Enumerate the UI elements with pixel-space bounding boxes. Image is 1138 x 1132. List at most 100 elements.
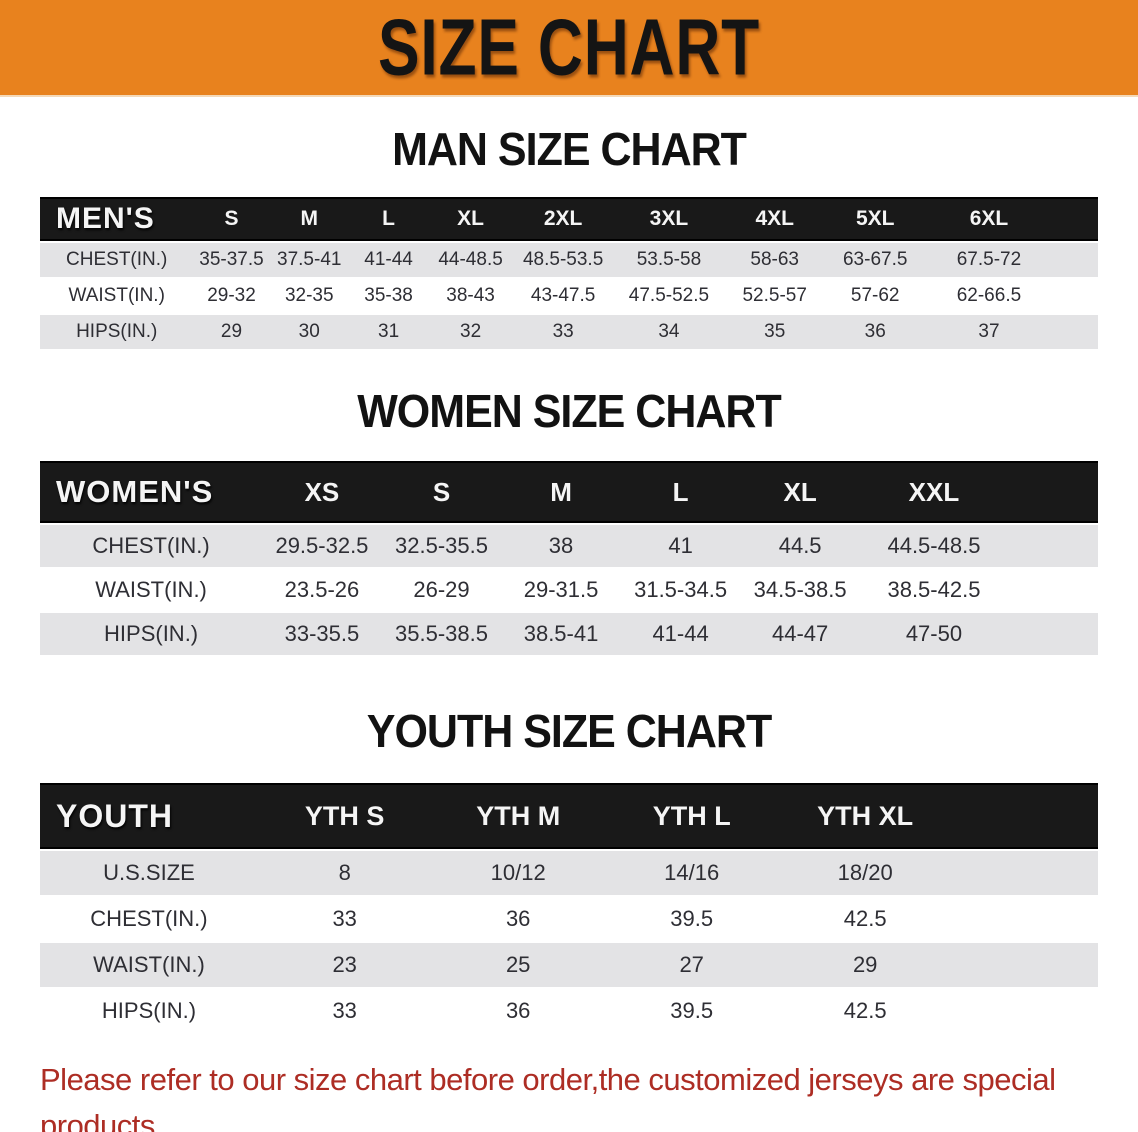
size-value-cell: 23 (257, 943, 432, 987)
size-value-cell: 33-35.5 (262, 613, 382, 655)
size-value-cell: 57-62 (824, 279, 926, 313)
measure-row-label: U.S.SIZE (40, 851, 258, 895)
size-value-cell: 47-50 (859, 613, 1009, 655)
size-value-cell: 39.5 (604, 897, 779, 941)
youth-size-table: YOUTH YTH S YTH M YTH L YTH XL U.S.SIZE 8 10/12… (40, 781, 1098, 1035)
table-row: WAIST(IN.) 29-32 32-35 35-38 38-43 43-47.5 47.… (40, 279, 1098, 313)
size-value-cell: 48.5-53.5 (512, 243, 614, 277)
size-value-cell: 43-47.5 (512, 279, 614, 313)
size-column-header: 4XL (724, 197, 825, 241)
spacer-cell (951, 897, 1098, 941)
size-value-cell: 58-63 (724, 243, 825, 277)
table-row: HIPS(IN.) 29 30 31 32 33 34 35 36 37 (40, 315, 1098, 349)
size-value-cell: 10/12 (431, 851, 605, 895)
size-value-cell: 32 (428, 315, 513, 349)
size-value-cell: 62-66.5 (925, 279, 1053, 313)
table-row: CHEST(IN.) 29.5-32.5 32.5-35.5 38 41 44.5 44.5… (40, 525, 1098, 567)
table-row: HIPS(IN.) 33-35.5 35.5-38.5 38.5-41 41-44 44-… (40, 613, 1098, 655)
size-value-cell: 38-43 (428, 279, 513, 313)
spacer-cell (1052, 243, 1098, 277)
size-value-cell: 32.5-35.5 (381, 525, 502, 567)
size-value-cell: 31.5-34.5 (620, 569, 741, 611)
spacer-cell (1052, 197, 1098, 241)
size-value-cell: 34 (613, 315, 725, 349)
size-column-header: 6XL (925, 197, 1053, 241)
size-value-cell: 27 (604, 943, 779, 987)
size-value-cell: 29.5-32.5 (262, 525, 382, 567)
table-corner-label: MEN'S (40, 197, 194, 241)
disclaimer-line-1: Please refer to our size chart before or… (40, 1062, 1056, 1132)
size-value-cell: 26-29 (381, 569, 502, 611)
spacer-cell (1052, 315, 1098, 349)
size-value-cell: 35 (724, 315, 825, 349)
spacer-cell (951, 783, 1098, 849)
size-value-cell: 42.5 (778, 989, 952, 1033)
women-table: WOMEN'S XS S M L XL XXL CHEST(IN.) 29.5-32.5 32.5… (40, 459, 1098, 657)
size-column-header: 3XL (613, 197, 725, 241)
size-value-cell: 39.5 (604, 989, 779, 1033)
size-value-cell: 42.5 (778, 897, 952, 941)
spacer-cell (951, 851, 1098, 895)
size-value-cell: 38.5-41 (501, 613, 621, 655)
spacer-cell (951, 989, 1098, 1033)
size-value-cell: 29 (778, 943, 952, 987)
men-table: MEN'S S M L XL 2XL 3XL 4XL 5XL 6XL CHEST(IN.) 35-37… (40, 195, 1098, 351)
size-value-cell: 38.5-42.5 (859, 569, 1009, 611)
size-value-cell: 29-32 (193, 279, 270, 313)
size-column-header: M (501, 461, 621, 523)
spacer-cell (1008, 525, 1098, 567)
size-value-cell: 44.5-48.5 (859, 525, 1009, 567)
size-value-cell: 35.5-38.5 (381, 613, 502, 655)
size-column-header: XXL (859, 461, 1009, 523)
size-value-cell: 25 (431, 943, 605, 987)
spacer-cell (1008, 613, 1098, 655)
size-value-cell: 37 (925, 315, 1053, 349)
table-row: WAIST(IN.) 23 25 27 29 (40, 943, 1098, 987)
size-column-header: XL (428, 197, 513, 241)
mens-size-table: MEN'S S M L XL 2XL 3XL 4XL 5XL 6XL CHEST(IN.) 35-37… (40, 195, 1098, 351)
measure-row-label: WAIST(IN.) (40, 569, 263, 611)
spacer-cell (1008, 461, 1098, 523)
banner-title: SIZE CHART (377, 2, 761, 92)
measure-row-label: HIPS(IN.) (40, 315, 194, 349)
measure-row-label: CHEST(IN.) (40, 525, 263, 567)
size-column-header: 5XL (824, 197, 926, 241)
header-row: WOMEN'S XS S M L XL XXL (40, 461, 1098, 523)
size-value-cell: 44-48.5 (428, 243, 513, 277)
size-value-cell: 29-31.5 (501, 569, 621, 611)
table-row: WAIST(IN.) 23.5-26 26-29 29-31.5 31.5-34.5 34… (40, 569, 1098, 611)
size-value-cell: 30 (269, 315, 349, 349)
header-row: YOUTH YTH S YTH M YTH L YTH XL (40, 783, 1098, 849)
size-value-cell: 63-67.5 (824, 243, 926, 277)
size-value-cell: 18/20 (778, 851, 952, 895)
size-value-cell: 33 (512, 315, 614, 349)
spacer-cell (1052, 279, 1098, 313)
measure-row-label: HIPS(IN.) (40, 613, 263, 655)
size-value-cell: 41-44 (348, 243, 429, 277)
measure-row-label: WAIST(IN.) (40, 279, 194, 313)
size-value-cell: 53.5-58 (613, 243, 725, 277)
banner: SIZE CHART (0, 0, 1138, 97)
size-value-cell: 47.5-52.5 (613, 279, 725, 313)
size-column-header: YTH S (257, 783, 432, 849)
size-value-cell: 35-37.5 (193, 243, 270, 277)
size-value-cell: 29 (193, 315, 270, 349)
size-column-header: YTH L (604, 783, 779, 849)
measure-row-label: WAIST(IN.) (40, 943, 258, 987)
size-value-cell: 41-44 (620, 613, 741, 655)
spacer-cell (1008, 569, 1098, 611)
table-corner-label: WOMEN'S (40, 461, 263, 523)
table-corner-label: YOUTH (40, 783, 258, 849)
size-value-cell: 38 (501, 525, 621, 567)
size-value-cell: 8 (257, 851, 432, 895)
womens-size-table: WOMEN'S XS S M L XL XXL CHEST(IN.) 29.5-32.5 32.5… (40, 459, 1098, 657)
heading-man-size-chart: MAN SIZE CHART (392, 124, 747, 176)
size-value-cell: 32-35 (269, 279, 349, 313)
size-column-header: YTH XL (778, 783, 952, 849)
size-value-cell: 44.5 (740, 525, 860, 567)
size-value-cell: 52.5-57 (724, 279, 825, 313)
size-column-header: 2XL (512, 197, 614, 241)
table-row: HIPS(IN.) 33 36 39.5 42.5 (40, 989, 1098, 1033)
size-value-cell: 37.5-41 (269, 243, 349, 277)
